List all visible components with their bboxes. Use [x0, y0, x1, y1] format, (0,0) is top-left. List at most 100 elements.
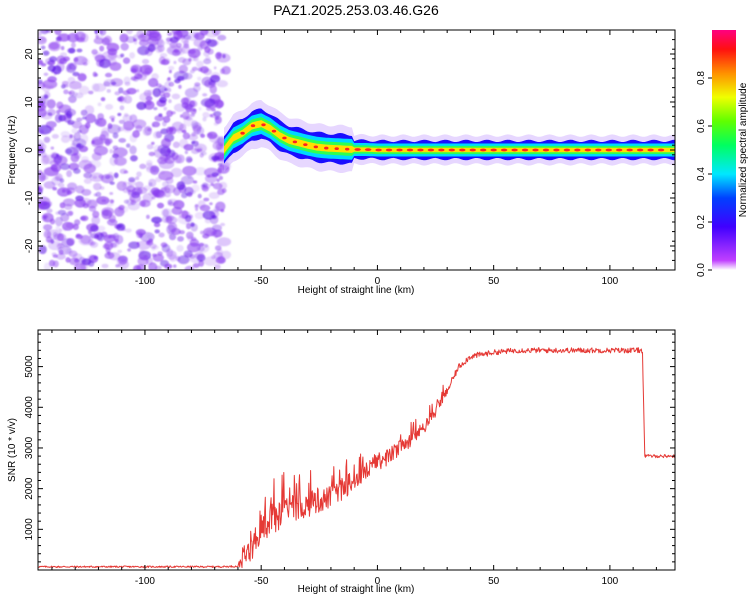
noise-blob [165, 215, 175, 221]
noise-blob [57, 33, 71, 42]
noise-blob [123, 127, 132, 133]
noise-blob [71, 91, 78, 97]
noise-blob [211, 229, 222, 238]
spectrogram-y-tick-label: 0 [24, 147, 35, 153]
noise-blob [177, 255, 190, 265]
noise-blob [41, 212, 54, 223]
noise-blob [133, 40, 138, 45]
snr-y-tick-label: 3000 [24, 436, 35, 459]
noise-blob [100, 97, 106, 102]
noise-blob [188, 57, 192, 62]
signal-core-peak [427, 148, 435, 152]
noise-blob [92, 210, 100, 219]
noise-blob [139, 163, 147, 169]
noise-blob [51, 133, 59, 139]
noise-blob [40, 174, 49, 181]
noise-blob [99, 45, 105, 52]
noise-blob [105, 103, 114, 110]
signal-core-peak [292, 140, 298, 144]
noise-blob [192, 263, 200, 268]
noise-blob [182, 165, 197, 176]
colorbar-label: Normalized spectral amplitude [738, 82, 749, 217]
noise-blob [176, 181, 186, 191]
noise-blob [40, 155, 50, 165]
noise-blob [111, 117, 115, 122]
signal-core-peak [469, 148, 476, 152]
colorbar-tick-label: 0.6 [696, 119, 707, 133]
signal-core-peak [303, 143, 308, 147]
noise-blob [208, 191, 220, 199]
noise-blob [217, 162, 223, 167]
noise-blob [158, 170, 174, 181]
noise-blob [40, 45, 46, 50]
noise-blob [187, 158, 193, 162]
noise-blob [143, 64, 152, 71]
noise-blob [67, 32, 79, 43]
noise-blob [67, 47, 76, 54]
noise-blob [135, 176, 140, 181]
noise-blob [117, 249, 123, 254]
noise-blob [109, 192, 114, 196]
noise-blob [158, 56, 166, 65]
noise-blob [185, 214, 192, 223]
noise-blob [102, 243, 111, 250]
noise-blob [55, 253, 66, 260]
noise-blob [42, 50, 50, 56]
spectrogram-x-tick-label: 0 [375, 276, 381, 287]
noise-blob [68, 91, 72, 95]
snr-x-label: Height of straight line (km) [298, 584, 415, 595]
noise-blob [203, 58, 212, 65]
noise-blob [93, 193, 98, 197]
signal-core-peak [647, 148, 654, 152]
spectrogram-y-ticks: -20 -10 0 10 20 [24, 29, 675, 271]
noise-blob [107, 124, 121, 135]
noise-blob [109, 199, 114, 204]
noise-blob [84, 105, 95, 115]
noise-blob [186, 31, 199, 42]
noise-blob [43, 166, 59, 177]
noise-blob [67, 119, 75, 125]
noise-blob [160, 138, 172, 148]
spectrogram-y-tick-label: -10 [24, 190, 35, 205]
noise-blob [203, 68, 212, 76]
noise-blob [163, 115, 171, 123]
noise-blob [69, 134, 76, 142]
noise-blob [127, 248, 132, 252]
noise-blob [110, 242, 117, 248]
noise-blob [48, 41, 61, 52]
noise-blob [57, 182, 65, 188]
noise-blob [54, 30, 62, 36]
noise-blob [58, 249, 64, 255]
noise-blob [125, 228, 132, 233]
noise-blob [220, 222, 226, 227]
noise-blob [100, 130, 109, 141]
noise-blob [60, 45, 65, 51]
noise-blob [56, 233, 65, 242]
noise-blob [146, 165, 158, 174]
noise-blob [135, 229, 146, 236]
noise-blob [172, 141, 180, 149]
noise-blob [132, 119, 147, 129]
noise-blob [48, 201, 53, 207]
noise-blob [211, 113, 217, 119]
signal-core-peak [459, 148, 466, 152]
noise-blob [67, 182, 77, 191]
noise-blob [94, 30, 99, 35]
noise-blob [126, 185, 136, 193]
noise-blob [97, 102, 102, 107]
noise-blob [115, 264, 120, 268]
noise-blob [74, 198, 86, 208]
noise-blob [209, 84, 217, 94]
noise-blob [164, 81, 171, 89]
noise-blob [185, 115, 191, 121]
noise-blob [67, 76, 76, 84]
noise-blob [148, 31, 162, 42]
noise-blob [146, 214, 150, 219]
noise-blob [184, 150, 189, 155]
noise-blob [107, 48, 118, 56]
signal-core-peak [396, 148, 403, 152]
noise-blob [166, 126, 174, 135]
noise-blob [155, 46, 163, 54]
noise-blob [145, 159, 153, 167]
